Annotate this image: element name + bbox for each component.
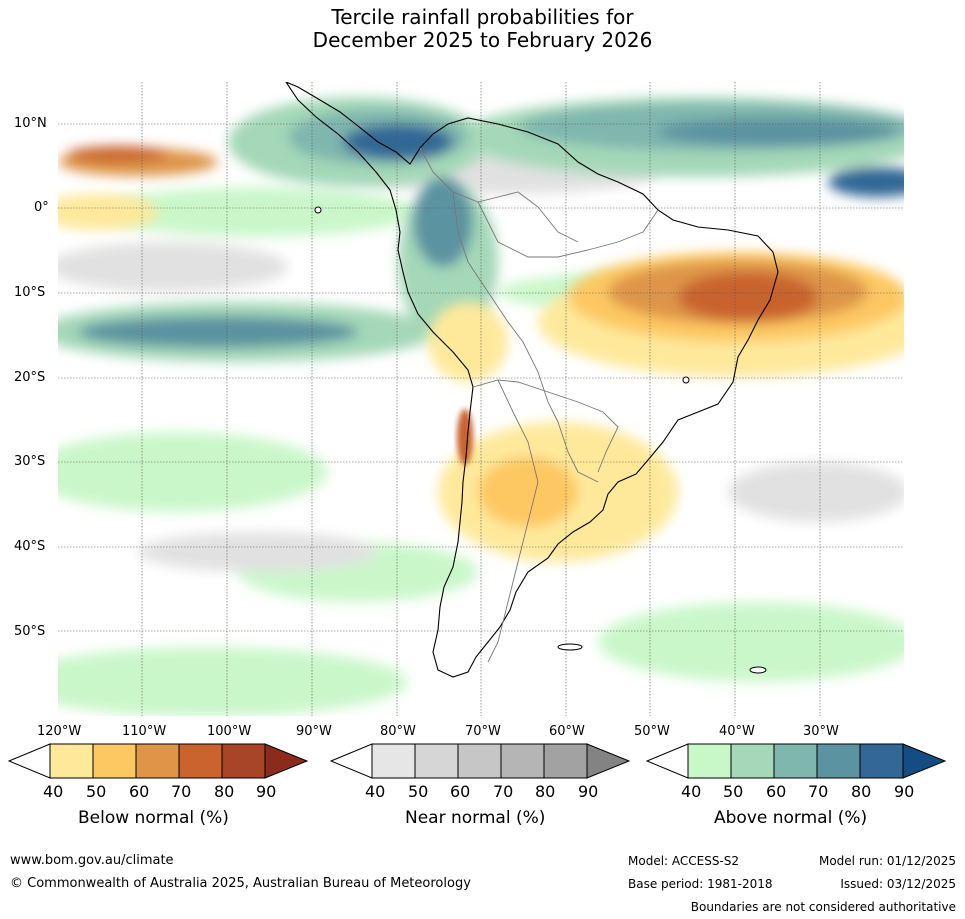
map-title-line2: December 2025 to February 2026 [312, 28, 653, 52]
lon-label-60w: 60°W [549, 724, 585, 739]
below-tick: 90 [256, 782, 277, 801]
near-low-triangle [330, 743, 373, 779]
near-tick: 90 [578, 782, 599, 801]
above-high-triangle [902, 743, 947, 779]
near-color-box [457, 743, 502, 779]
map-canvas [58, 82, 904, 716]
above-tick: 40 [681, 782, 702, 801]
lon-label-70w: 70°W [465, 724, 501, 739]
lat-label-10s: 10°S [14, 285, 46, 300]
below-color-box [92, 743, 137, 779]
below-tick: 40 [43, 782, 64, 801]
probability-map [58, 82, 904, 716]
below-low-triangle [8, 743, 51, 779]
lat-label-20s: 20°S [14, 370, 46, 385]
lon-label-80w: 80°W [380, 724, 416, 739]
above-tick: 90 [894, 782, 915, 801]
lat-label-50s: 50°S [14, 624, 46, 639]
below-tick: 60 [129, 782, 150, 801]
near-tick: 60 [450, 782, 471, 801]
above-color-box [687, 743, 732, 779]
near-tick: 70 [493, 782, 514, 801]
below-normal-title: Below normal (%) [78, 808, 229, 828]
above-color-box [730, 743, 775, 779]
model-run-date: Model run: 01/12/2025 [818, 854, 956, 868]
below-normal-colorbar [8, 743, 309, 779]
lon-label-40w: 40°W [719, 724, 755, 739]
below-color-box [178, 743, 223, 779]
above-tick: 60 [766, 782, 787, 801]
boundary-disclaimer: Boundaries are not considered authoritat… [690, 900, 956, 914]
south-america-coastline [285, 82, 779, 678]
below-high-triangle [264, 743, 309, 779]
lon-label-30w: 30°W [803, 724, 839, 739]
map-title-line1: Tercile rainfall probabilities for [331, 5, 634, 29]
lon-label-50w: 50°W [634, 724, 670, 739]
near-high-triangle [586, 743, 631, 779]
above-color-box [816, 743, 861, 779]
above-color-box [773, 743, 818, 779]
base-period: Base period: 1981-2018 [628, 877, 773, 891]
lat-label-40s: 40°S [14, 539, 46, 554]
above-normal-colorbar [646, 743, 947, 779]
copyright-text: © Commonwealth of Australia 2025, Austra… [10, 876, 471, 891]
near-color-box [414, 743, 459, 779]
above-low-triangle [646, 743, 689, 779]
above-tick: 70 [808, 782, 829, 801]
above-tick: 50 [723, 782, 744, 801]
lon-label-120w: 120°W [37, 724, 82, 739]
below-tick: 50 [86, 782, 107, 801]
bom-url-link[interactable]: www.bom.gov.au/climate [10, 853, 174, 868]
near-color-box [371, 743, 416, 779]
below-tick: 80 [214, 782, 235, 801]
lon-label-100w: 100°W [207, 724, 252, 739]
above-normal-title: Above normal (%) [714, 808, 868, 828]
near-tick: 50 [408, 782, 429, 801]
near-normal-colorbar [330, 743, 631, 779]
lon-label-90w: 90°W [296, 724, 332, 739]
lat-label-10n: 10°N [14, 116, 47, 131]
below-color-box [135, 743, 180, 779]
below-color-box [49, 743, 94, 779]
lon-label-110w: 110°W [122, 724, 167, 739]
model-name: Model: ACCESS-S2 [628, 854, 740, 868]
issued-date: Issued: 03/12/2025 [840, 877, 956, 891]
below-tick: 70 [171, 782, 192, 801]
above-color-box [859, 743, 904, 779]
near-normal-title: Near normal (%) [405, 808, 546, 828]
near-color-box [543, 743, 588, 779]
lat-label-0: 0° [34, 200, 49, 215]
above-tick: 80 [851, 782, 872, 801]
near-tick: 80 [535, 782, 556, 801]
below-color-box [221, 743, 266, 779]
lat-label-30s: 30°S [14, 454, 46, 469]
near-color-box [500, 743, 545, 779]
near-tick: 40 [365, 782, 386, 801]
